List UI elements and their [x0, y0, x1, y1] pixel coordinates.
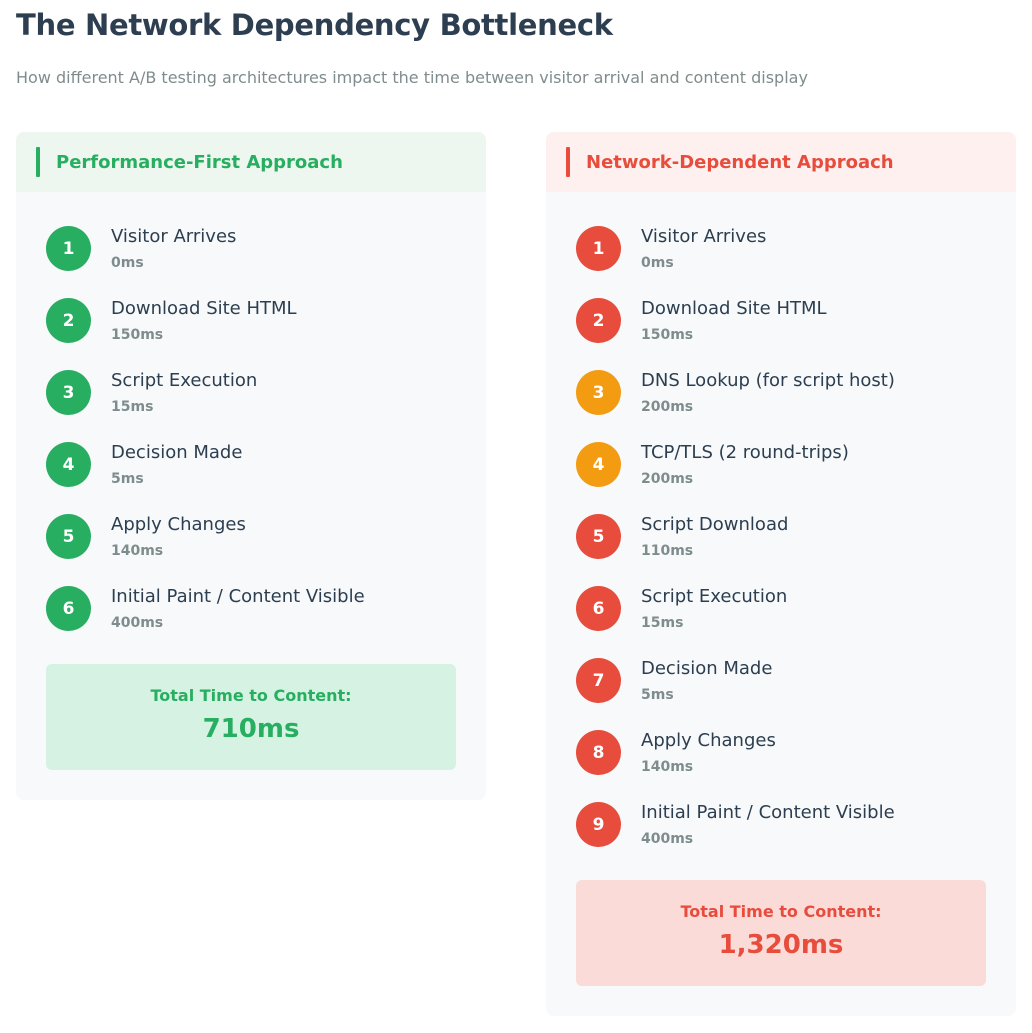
- step-number-badge: 6: [46, 586, 91, 631]
- step-number-badge: 3: [576, 370, 621, 415]
- step-item: 3 DNS Lookup (for script host) 200ms: [576, 370, 996, 442]
- step-label: Download Site HTML: [111, 298, 297, 319]
- step-time: 200ms: [641, 471, 694, 487]
- step-label: Apply Changes: [111, 514, 246, 535]
- step-number-badge: 9: [576, 802, 621, 847]
- step-label: Decision Made: [111, 442, 243, 463]
- step-number-badge: 6: [576, 586, 621, 631]
- step-item: 6 Script Execution 15ms: [576, 586, 996, 658]
- step-item: 2 Download Site HTML 150ms: [46, 298, 466, 370]
- step-number-badge: 2: [576, 298, 621, 343]
- step-number-badge: 1: [576, 226, 621, 271]
- step-item: 5 Apply Changes 140ms: [46, 514, 466, 586]
- step-time: 140ms: [641, 759, 694, 775]
- step-number-badge: 4: [576, 442, 621, 487]
- step-number-badge: 2: [46, 298, 91, 343]
- step-number-badge: 3: [46, 370, 91, 415]
- total-time-box: Total Time to Content: 710ms: [46, 664, 456, 770]
- step-label: Initial Paint / Content Visible: [111, 586, 365, 607]
- step-label: TCP/TLS (2 round-trips): [641, 442, 849, 463]
- step-list: 1 Visitor Arrives 0ms 2 Download Site HTML 15…: [576, 226, 996, 874]
- step-item: 8 Apply Changes 140ms: [576, 730, 996, 802]
- step-number-badge: 7: [576, 658, 621, 703]
- panel-header: Performance-First Approach: [16, 132, 486, 192]
- step-time: 400ms: [111, 615, 164, 631]
- step-label: Script Execution: [641, 586, 788, 607]
- step-label: Decision Made: [641, 658, 773, 679]
- header-accent-bar: [36, 147, 40, 177]
- network-dependent-panel: Network-Dependent Approach 1 Visitor Arri…: [546, 132, 1016, 1016]
- step-label: Script Execution: [111, 370, 258, 391]
- header-accent-bar: [566, 147, 570, 177]
- step-number-badge: 4: [46, 442, 91, 487]
- step-label: Apply Changes: [641, 730, 776, 751]
- step-item: 2 Download Site HTML 150ms: [576, 298, 996, 370]
- step-item: 5 Script Download 110ms: [576, 514, 996, 586]
- step-label: Visitor Arrives: [641, 226, 767, 247]
- page-subtitle: How different A/B testing architectures …: [16, 68, 808, 87]
- step-time: 0ms: [641, 255, 674, 271]
- step-time: 15ms: [641, 615, 684, 631]
- step-item: 1 Visitor Arrives 0ms: [46, 226, 466, 298]
- performance-first-panel: Performance-First Approach 1 Visitor Arri…: [16, 132, 486, 800]
- step-time: 150ms: [111, 327, 164, 343]
- total-time-box: Total Time to Content: 1,320ms: [576, 880, 986, 986]
- step-item: 4 Decision Made 5ms: [46, 442, 466, 514]
- step-time: 400ms: [641, 831, 694, 847]
- step-time: 110ms: [641, 543, 694, 559]
- step-number-badge: 1: [46, 226, 91, 271]
- panel-header: Network-Dependent Approach: [546, 132, 1016, 192]
- page-title: The Network Dependency Bottleneck: [16, 8, 613, 42]
- step-label: Initial Paint / Content Visible: [641, 802, 895, 823]
- step-time: 150ms: [641, 327, 694, 343]
- total-time-value: 1,320ms: [718, 930, 844, 960]
- step-item: 7 Decision Made 5ms: [576, 658, 996, 730]
- step-label: Download Site HTML: [641, 298, 827, 319]
- panel-title: Network-Dependent Approach: [586, 152, 894, 173]
- step-item: 6 Initial Paint / Content Visible 400ms: [46, 586, 466, 658]
- step-item: 9 Initial Paint / Content Visible 400ms: [576, 802, 996, 874]
- step-number-badge: 8: [576, 730, 621, 775]
- step-number-badge: 5: [576, 514, 621, 559]
- step-time: 15ms: [111, 399, 154, 415]
- step-time: 5ms: [111, 471, 144, 487]
- panel-title: Performance-First Approach: [56, 152, 343, 173]
- step-item: 3 Script Execution 15ms: [46, 370, 466, 442]
- step-time: 5ms: [641, 687, 674, 703]
- step-time: 140ms: [111, 543, 164, 559]
- step-label: Script Download: [641, 514, 789, 535]
- total-time-label: Total Time to Content:: [680, 902, 882, 921]
- step-label: Visitor Arrives: [111, 226, 237, 247]
- step-list: 1 Visitor Arrives 0ms 2 Download Site HTML 15…: [46, 226, 466, 658]
- step-time: 200ms: [641, 399, 694, 415]
- step-item: 4 TCP/TLS (2 round-trips) 200ms: [576, 442, 996, 514]
- total-time-label: Total Time to Content:: [150, 686, 352, 705]
- total-time-value: 710ms: [202, 714, 300, 744]
- step-item: 1 Visitor Arrives 0ms: [576, 226, 996, 298]
- step-number-badge: 5: [46, 514, 91, 559]
- step-time: 0ms: [111, 255, 144, 271]
- step-label: DNS Lookup (for script host): [641, 370, 895, 391]
